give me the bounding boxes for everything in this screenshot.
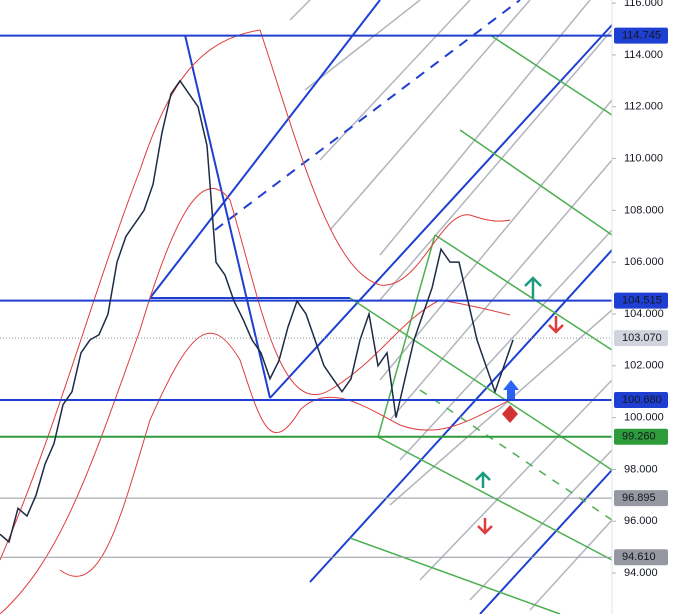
y-tick-label: 114.000 <box>624 49 663 61</box>
y-tick-label: 94.000 <box>624 567 658 579</box>
level-label: 94.610 <box>622 551 656 563</box>
level-label: 104.515 <box>622 295 662 307</box>
y-tick-label: 98.000 <box>624 463 658 475</box>
level-label-box <box>614 428 668 445</box>
y-tick-label: 116.000 <box>624 0 663 9</box>
y-tick-label: 108.000 <box>624 204 664 216</box>
y-tick-label: 102.000 <box>624 360 664 372</box>
y-tick-label: 112.000 <box>624 101 663 113</box>
level-label-box <box>614 27 668 44</box>
y-tick-label: 104.000 <box>624 308 664 320</box>
price-line <box>0 79 514 544</box>
y-tick-label: 96.000 <box>624 515 658 527</box>
y-tick-label: 100.000 <box>624 412 664 424</box>
price-axis: 94.00096.00098.000100.000102.000104.0001… <box>612 0 668 579</box>
y-tick-label: 106.000 <box>624 256 664 268</box>
level-label-box <box>614 392 668 409</box>
level-label-box <box>614 490 668 507</box>
plot <box>0 79 514 544</box>
y-tick-label: 110.000 <box>624 152 663 164</box>
level-label: 100.680 <box>622 394 662 406</box>
level-label: 96.895 <box>622 492 656 504</box>
level-label-box <box>614 549 668 566</box>
level-label: 99.260 <box>622 431 656 443</box>
level-label-box <box>614 292 668 309</box>
level-label: 103.070 <box>622 332 662 344</box>
level-label-box <box>614 330 668 347</box>
drawings <box>0 0 613 614</box>
level-label: 114.745 <box>622 30 661 42</box>
levels <box>0 34 612 558</box>
